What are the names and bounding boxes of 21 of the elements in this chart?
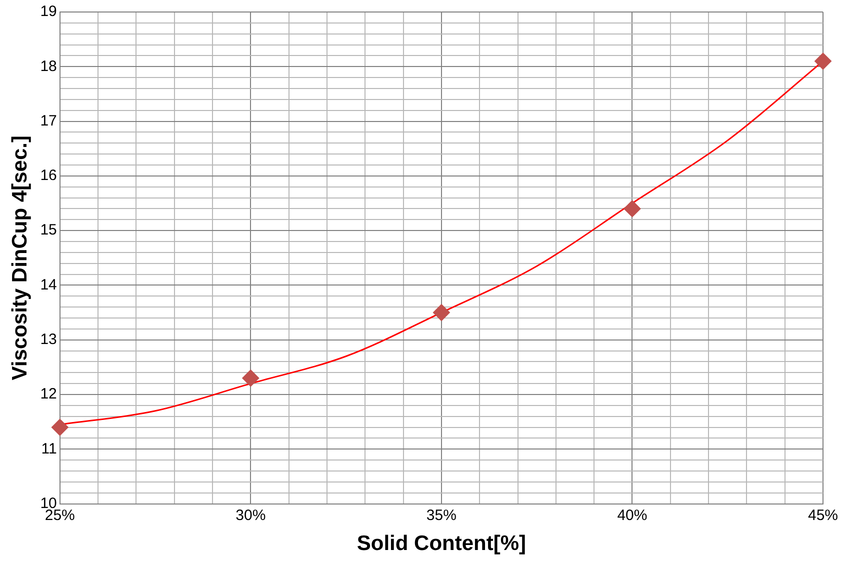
y-tick-label: 17	[40, 112, 57, 130]
y-tick-label: 11	[41, 440, 57, 458]
point	[51, 418, 68, 436]
point	[814, 52, 832, 70]
y-tick-label: 13	[40, 331, 57, 348]
x-tick-label: 40%	[617, 506, 648, 524]
y-tick-label: 12	[40, 386, 57, 403]
y-axis-title: Viscosity DinCup 4[sec.]	[8, 136, 32, 380]
point	[624, 200, 641, 218]
y-tick-label: 19	[40, 3, 57, 20]
y-tick-label: 15	[40, 222, 57, 239]
x-axis-title: Solid Content[%]	[356, 532, 526, 556]
x-tick-label: 25%	[44, 506, 75, 524]
point	[432, 304, 450, 322]
y-tick-label: 18	[40, 58, 57, 75]
x-tick-label: 35%	[426, 506, 456, 524]
y-tick-label: 14	[40, 276, 57, 294]
point	[242, 370, 260, 387]
x-tick-label: 45%	[808, 506, 838, 524]
y-tick-label: 16	[40, 167, 57, 184]
x-tick-label: 30%	[236, 506, 266, 524]
